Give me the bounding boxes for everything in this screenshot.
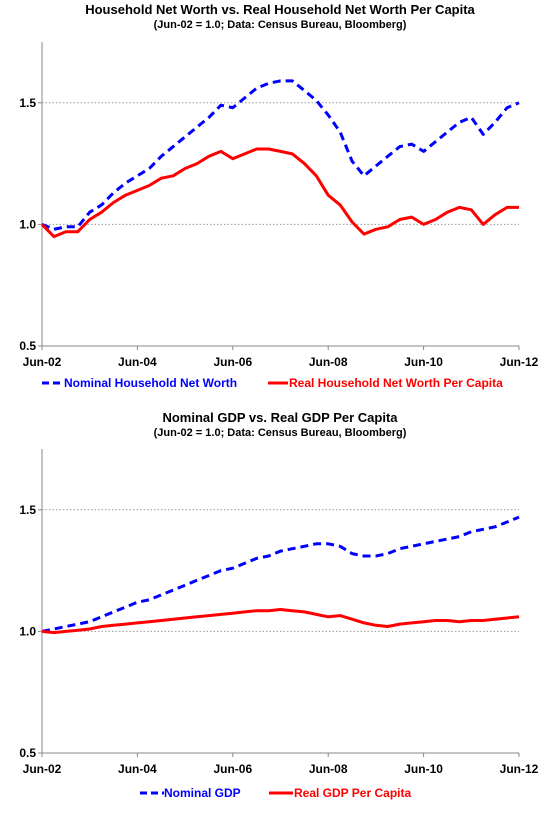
series-line [41,608,520,635]
x-tick-label: Jun-02 [23,355,62,369]
y-axis-ticks: 0.5 1.0 1.5 [19,503,42,760]
x-tick-label: Jun-10 [404,355,443,369]
y-tick-label: 1.0 [19,217,36,231]
series-line [40,147,519,239]
series-line [41,79,520,231]
series-lines [41,515,520,635]
x-tick-label: Jun-08 [309,762,348,776]
axes [41,42,519,347]
x-tick-label: Jun-06 [213,762,252,776]
gridlines [42,102,519,225]
net-worth-chart: Household Net Worth vs. Real Household N… [19,2,538,390]
gdp-chart: Nominal GDP vs. Real GDP Per Capita (Jun… [19,410,538,800]
y-tick-label: 1.5 [19,503,36,517]
legend: Nominal GDP Real GDP Per Capita [140,786,411,800]
chart-title: Nominal GDP vs. Real GDP Per Capita [162,410,398,425]
y-tick-label: 1.0 [19,624,36,638]
y-tick-label: 1.5 [19,96,36,110]
legend-label: Real GDP Per Capita [294,786,411,800]
x-axis-ticks: Jun-02 Jun-04 Jun-06 Jun-08 Jun-10 Jun-12 [23,753,539,776]
series-lines [40,79,520,239]
chart-subtitle: (Jun-02 = 1.0; Data: Census Bureau, Bloo… [154,427,407,439]
chart-subtitle: (Jun-02 = 1.0; Data: Census Bureau, Bloo… [154,19,407,31]
chart-title: Household Net Worth vs. Real Household N… [85,2,475,17]
legend-label: Nominal Household Net Worth [64,376,237,390]
x-tick-label: Jun-04 [118,762,157,776]
x-tick-label: Jun-08 [309,355,348,369]
legend: Nominal Household Net Worth Real Househol… [42,376,503,390]
x-tick-label: Jun-10 [404,762,443,776]
y-tick-label: 0.5 [19,339,36,353]
x-tick-label: Jun-12 [500,355,539,369]
x-tick-label: Jun-06 [213,355,252,369]
x-tick-label: Jun-12 [500,762,539,776]
gridlines [42,509,519,632]
y-tick-label: 0.5 [19,746,36,760]
series-line [41,515,520,633]
x-axis-ticks: Jun-02 Jun-04 Jun-06 Jun-08 Jun-10 Jun-12 [23,346,539,369]
axes [41,449,519,754]
x-tick-label: Jun-04 [118,355,157,369]
legend-label: Real Household Net Worth Per Capita [289,376,503,390]
y-axis-ticks: 0.5 1.0 1.5 [19,96,42,353]
legend-label: Nominal GDP [164,786,241,800]
x-tick-label: Jun-02 [23,762,62,776]
